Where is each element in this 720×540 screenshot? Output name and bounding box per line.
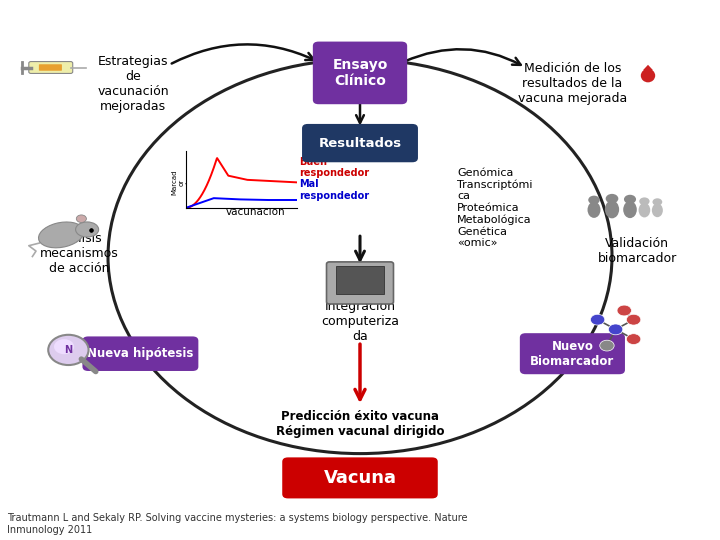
Ellipse shape: [76, 222, 99, 237]
Circle shape: [624, 195, 636, 204]
FancyBboxPatch shape: [29, 62, 73, 73]
Text: Estrategias
de
vacunación
mejoradas: Estrategias de vacunación mejoradas: [97, 55, 169, 113]
Ellipse shape: [652, 204, 663, 217]
Text: Tiempo tras
vacunación: Tiempo tras vacunación: [225, 195, 287, 217]
FancyBboxPatch shape: [312, 42, 408, 104]
Ellipse shape: [639, 203, 650, 218]
Ellipse shape: [588, 201, 600, 218]
Text: Marcad
or
bológic: Marcad or bológic: [171, 169, 193, 195]
Text: Buen
respondedor: Buen respondedor: [299, 157, 369, 178]
Ellipse shape: [605, 200, 619, 218]
Circle shape: [606, 194, 618, 204]
Text: Nuevo
Biomarcador: Nuevo Biomarcador: [530, 340, 615, 368]
Text: Mal
respondedor: Mal respondedor: [299, 179, 369, 201]
Text: Integración
computeriza
da: Integración computeriza da: [321, 300, 399, 343]
Circle shape: [54, 339, 74, 354]
FancyBboxPatch shape: [336, 266, 384, 294]
Circle shape: [48, 335, 89, 365]
Circle shape: [617, 305, 631, 316]
Circle shape: [652, 198, 662, 206]
Text: Vacuna: Vacuna: [323, 469, 397, 487]
Polygon shape: [643, 65, 653, 70]
FancyBboxPatch shape: [282, 457, 438, 498]
Text: Ensayo
Clínico: Ensayo Clínico: [333, 58, 387, 88]
Ellipse shape: [39, 222, 84, 248]
FancyBboxPatch shape: [83, 336, 198, 371]
Text: Genómica
Transcriptómi
ca
Proteómica
Metabológica
Genética
«omic»: Genómica Transcriptómi ca Proteómica Met…: [457, 167, 533, 248]
Circle shape: [600, 340, 614, 351]
Circle shape: [626, 334, 641, 345]
Text: Trautmann L and Sekaly RP. Solving vaccine mysteries: a systems biology perspect: Trautmann L and Sekaly RP. Solving vacci…: [7, 513, 468, 535]
Text: Validación
biomarcador: Validación biomarcador: [598, 237, 677, 265]
Text: Resultados: Resultados: [318, 137, 402, 150]
Circle shape: [588, 195, 600, 204]
Text: Predicción éxito vacuna
Régimen vacunal dirigido: Predicción éxito vacuna Régimen vacunal …: [276, 410, 444, 438]
Ellipse shape: [641, 69, 655, 82]
Circle shape: [639, 198, 649, 205]
FancyBboxPatch shape: [520, 333, 625, 374]
Circle shape: [626, 314, 641, 325]
Text: Nueva hipótesis: Nueva hipótesis: [87, 347, 194, 360]
Circle shape: [590, 314, 605, 325]
FancyBboxPatch shape: [39, 64, 62, 71]
Text: N: N: [64, 345, 73, 355]
Ellipse shape: [76, 215, 86, 222]
Text: Medición de los
resultados de la
vacuna mejorada: Medición de los resultados de la vacuna …: [518, 62, 627, 105]
FancyBboxPatch shape: [302, 124, 418, 162]
Ellipse shape: [624, 201, 636, 218]
FancyBboxPatch shape: [327, 262, 394, 304]
Text: Análisis
mecanismos
de acción: Análisis mecanismos de acción: [40, 232, 119, 275]
Circle shape: [608, 324, 623, 335]
